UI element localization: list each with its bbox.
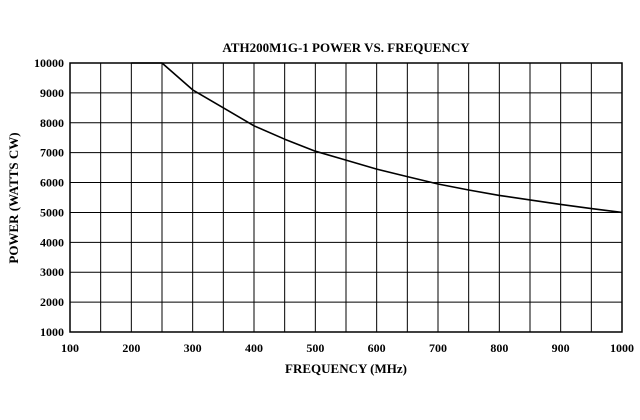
x-tick-label: 500	[306, 341, 324, 355]
y-tick-label: 6000	[40, 176, 64, 190]
y-tick-label: 1000	[40, 325, 64, 339]
y-tick-label: 7000	[40, 146, 64, 160]
y-tick-labels: 1000 2000 3000 4000 5000 6000 7000 8000 9000 1000…	[34, 56, 64, 339]
x-tick-label: 900	[552, 341, 570, 355]
grid	[70, 63, 622, 332]
x-tick-label: 700	[429, 341, 447, 355]
y-tick-label: 4000	[40, 235, 64, 249]
x-tick-label: 200	[122, 341, 140, 355]
series-layer	[131, 62, 623, 214]
chart-title: ATH200M1G-1 POWER VS. FREQUENCY	[222, 40, 470, 55]
power-curve-line	[131, 62, 623, 214]
x-tick-label: 300	[184, 341, 202, 355]
y-tick-label: 2000	[40, 295, 64, 309]
x-tick-label: 400	[245, 341, 263, 355]
x-axis-title: FREQUENCY (MHz)	[285, 361, 407, 376]
x-tick-label: 100	[61, 341, 79, 355]
y-tick-label: 8000	[40, 116, 64, 130]
y-tick-label: 3000	[40, 265, 64, 279]
y-tick-label: 5000	[40, 205, 64, 219]
y-tick-label: 9000	[40, 86, 64, 100]
x-tick-labels: 100 200 300 400 500 600 700 800 900 1000	[61, 341, 634, 355]
y-axis-title: POWER (WATTS CW)	[6, 132, 21, 263]
x-tick-label: 800	[490, 341, 508, 355]
y-tick-label: 10000	[34, 56, 64, 70]
plot-frame	[69, 62, 623, 333]
x-tick-label: 1000	[610, 341, 634, 355]
x-tick-label: 600	[368, 341, 386, 355]
